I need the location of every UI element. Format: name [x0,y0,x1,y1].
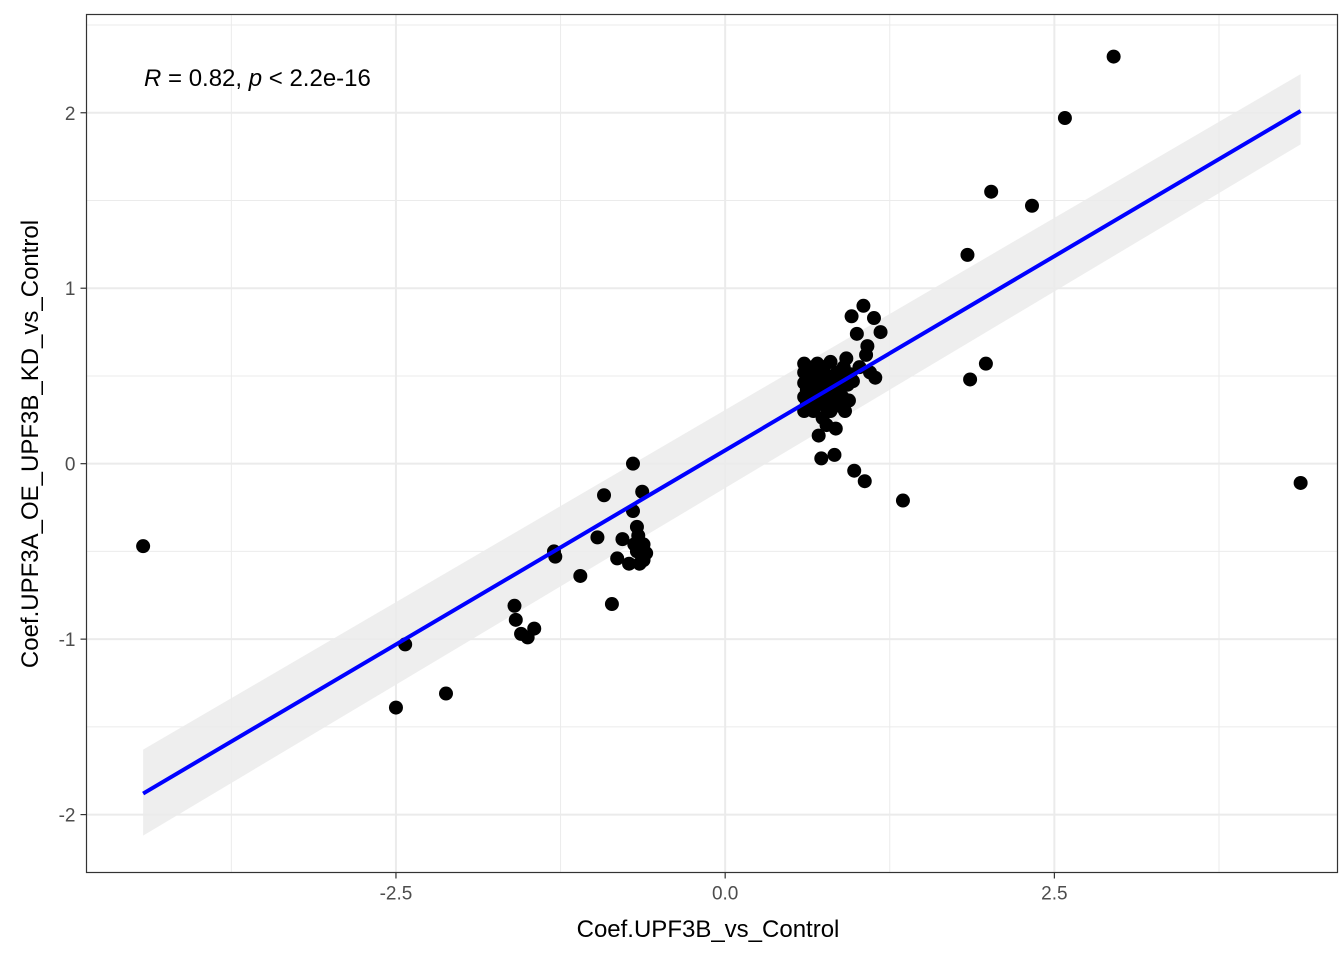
data-point [507,598,522,613]
plot-panel-border [85,13,1339,874]
data-point [1057,111,1072,126]
data-point [841,393,856,408]
data-point [622,556,637,571]
y-tick-label: 2 [65,104,76,125]
regression-line [142,109,1302,796]
data-point [847,463,862,478]
annotation-r-text: = 0.82, [161,65,248,92]
annotation-r-symbol: R [144,65,161,92]
data-points [136,49,1308,715]
data-point [827,447,842,462]
x-axis-title: Coef.UPF3B_vs_Control [577,916,840,943]
data-point [573,568,588,583]
data-point [1024,198,1039,213]
x-tick-label: 2.5 [1041,884,1067,905]
data-point [978,356,993,371]
data-point [860,339,875,354]
data-point [639,546,654,561]
data-point [963,372,978,387]
y-tick-label: 1 [65,279,76,300]
data-point [590,530,605,545]
x-axis-ticks: -2.5 0.0 2.5 [380,872,1068,905]
y-axis-ticks: -2 -1 0 1 2 [59,104,87,827]
data-point [895,493,910,508]
data-point [811,428,826,443]
data-point [857,474,872,489]
data-point [828,421,843,436]
data-point [615,532,630,547]
x-tick-label: -2.5 [380,884,413,905]
data-point [136,539,151,554]
annotation-p-symbol: p [248,65,262,92]
data-point [856,298,871,313]
x-tick-label: 0.0 [712,884,738,905]
data-point [866,311,881,326]
data-point [527,621,542,636]
data-point [1106,49,1121,64]
data-point [868,370,883,385]
data-point [604,597,619,612]
y-axis-title: Coef.UPF3A_OE_UPF3B_KD_vs_Control [17,220,44,668]
data-point [984,184,999,199]
data-point [839,351,854,366]
data-point [631,533,646,548]
data-point [597,488,612,503]
data-point [823,354,838,369]
data-point [814,451,829,466]
data-point [438,686,453,701]
data-point [388,700,403,715]
data-point [838,404,853,419]
annotation-stat: R = 0.82, p < 2.2e-16 [144,65,371,92]
data-point [960,247,975,262]
data-point [873,325,888,340]
annotation-p-text: < 2.2e-16 [262,65,371,92]
data-point [508,612,523,627]
data-point [625,456,640,471]
data-point [844,309,859,324]
confidence-band [143,74,1301,836]
data-point [1293,475,1308,490]
data-point [610,551,625,566]
y-tick-label: -2 [59,806,76,827]
y-tick-label: 0 [65,455,76,476]
y-tick-label: -1 [59,630,76,651]
data-point [849,326,864,341]
